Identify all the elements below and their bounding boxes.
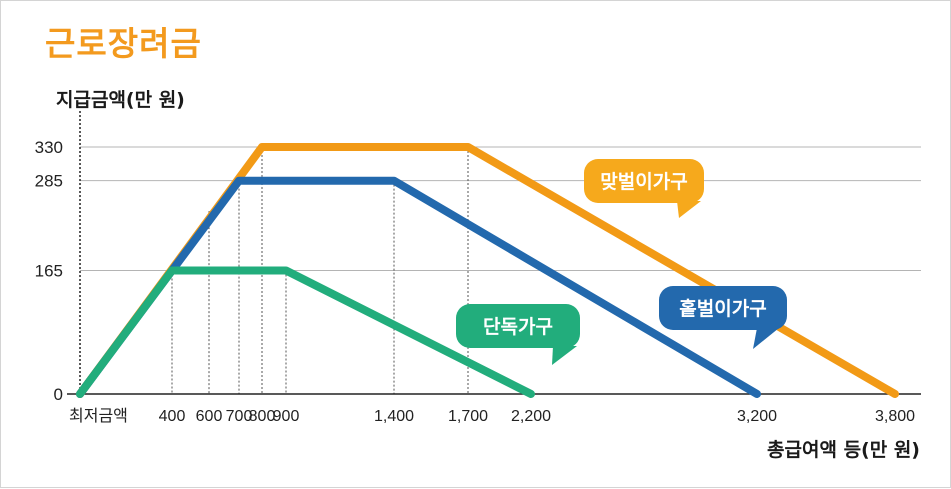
callout-tail: [552, 346, 577, 365]
y-tick-label: 165: [35, 262, 63, 281]
y-tick-label: 0: [54, 385, 63, 404]
axis-layer: [67, 111, 921, 395]
series-callout: 맞벌이가구: [584, 159, 704, 218]
y-tick-label: 285: [35, 172, 63, 191]
series-line-1: [76, 176, 761, 398]
x-tick-label: 3,200: [737, 408, 777, 425]
callout-box: [659, 286, 787, 330]
x-tick-label: 2,200: [511, 408, 551, 425]
chart-title: 근로장려금: [45, 24, 202, 63]
x-tick-label: 3,800: [875, 408, 915, 425]
x-tick-label: 800: [249, 408, 276, 425]
series-callout: 홑벌이가구: [659, 286, 787, 349]
y-axis-label: 지급금액(만 원): [56, 89, 185, 111]
series-label: 맞벌이가구: [600, 171, 687, 193]
x-tick-label: 700: [226, 408, 253, 425]
x-tick-label: 1,400: [374, 408, 414, 425]
x-tick-label: 400: [159, 408, 186, 425]
series-callout: 단독가구: [456, 304, 580, 365]
x-tick-label: 600: [196, 408, 223, 425]
guide-layer: [171, 147, 469, 394]
callout-box: [584, 159, 704, 203]
callout-box: [456, 304, 580, 348]
series-label: 단독가구: [483, 316, 553, 338]
callout-tail: [753, 328, 779, 349]
callout-tail: [677, 201, 701, 218]
x-axis-label: 총급여액 등(만 원): [767, 439, 920, 461]
x-tick-label: 1,700: [448, 408, 488, 425]
series-label: 홑벌이가구: [679, 297, 766, 320]
x-tick-label: 900: [273, 408, 300, 425]
x-tick-label: 최저금액: [69, 407, 128, 425]
series-line-2: [76, 266, 535, 398]
series-layer: [76, 143, 899, 398]
y-tick-label: 330: [35, 138, 63, 157]
